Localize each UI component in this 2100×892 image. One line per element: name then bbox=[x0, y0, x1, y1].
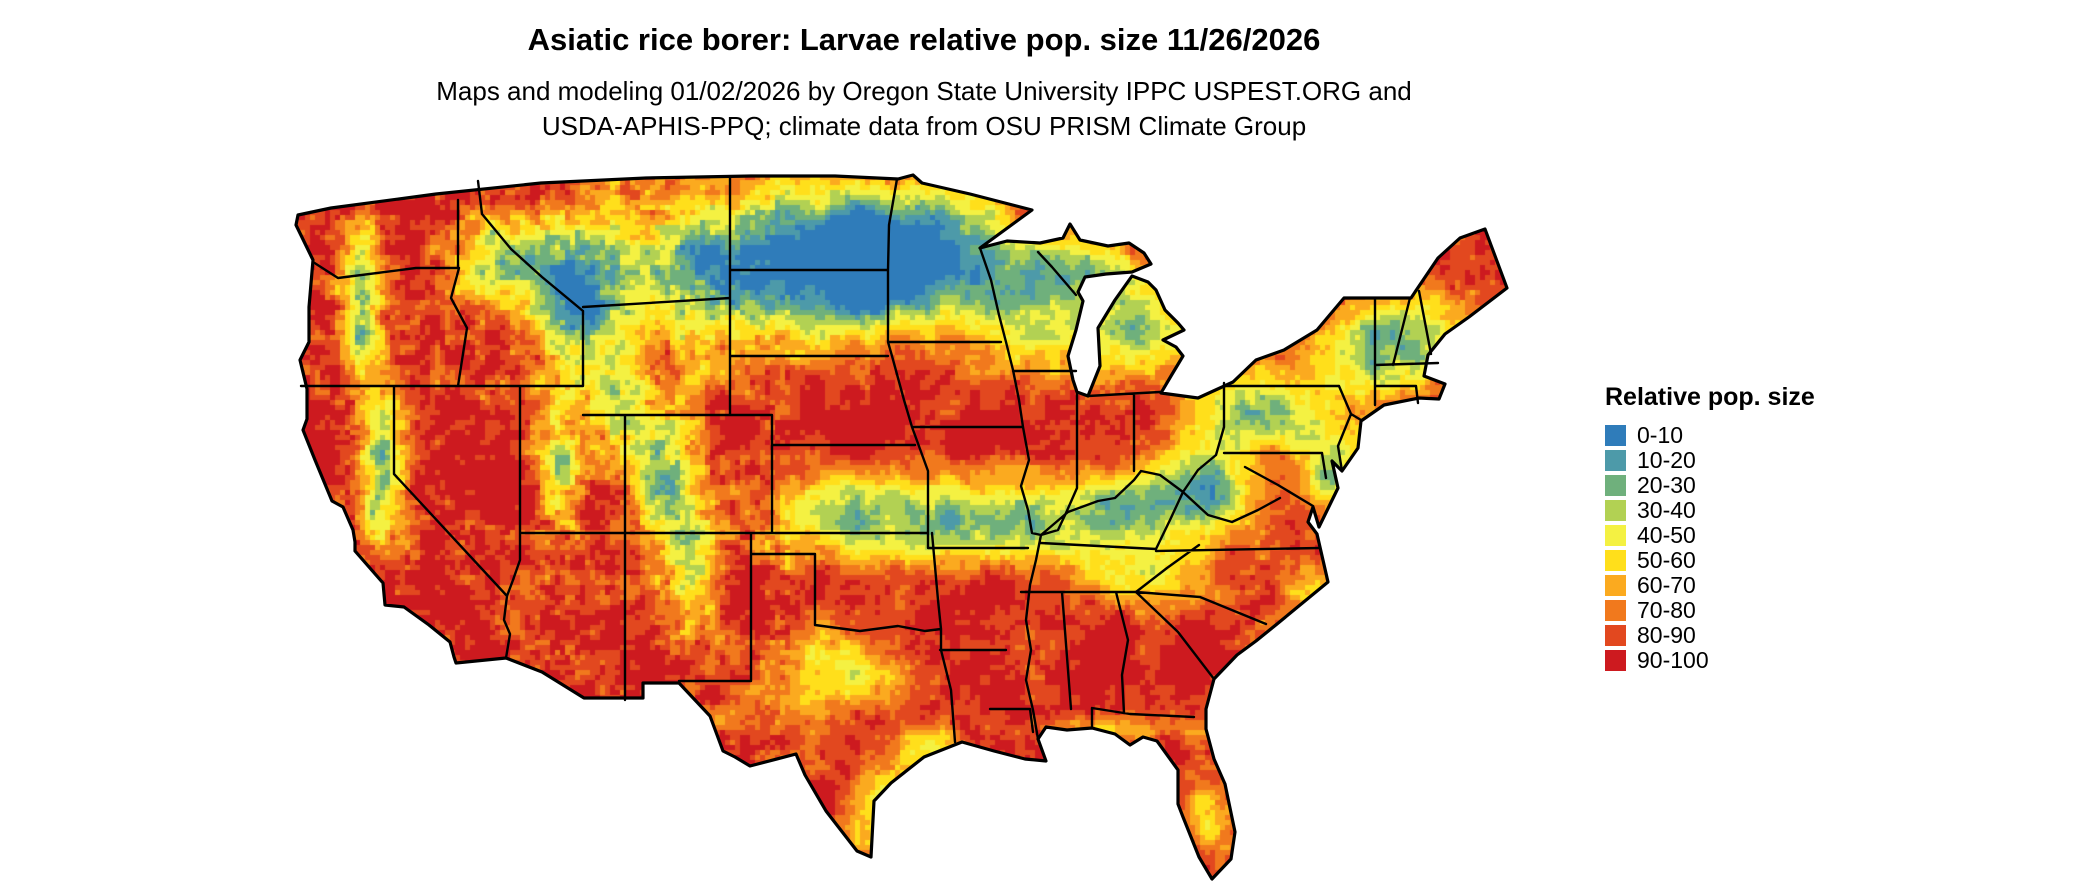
state-borders-path bbox=[299, 175, 1440, 744]
legend: Relative pop. size 0-10 10-20 20-30 30-40 40… bbox=[1605, 383, 1815, 673]
legend-item: 40-50 bbox=[1605, 522, 1815, 548]
map-overlay bbox=[294, 173, 1509, 881]
legend-swatch bbox=[1605, 650, 1626, 671]
legend-label: 10-20 bbox=[1637, 447, 1696, 473]
legend-swatch bbox=[1605, 450, 1626, 471]
legend-swatch bbox=[1605, 575, 1626, 596]
map-raster bbox=[270, 170, 1570, 890]
us-map bbox=[270, 170, 1570, 890]
us-outline-path bbox=[294, 173, 1509, 881]
legend-label: 40-50 bbox=[1637, 522, 1696, 548]
legend-swatch bbox=[1605, 500, 1626, 521]
legend-label: 0-10 bbox=[1637, 422, 1684, 448]
page-title: Asiatic rice borer: Larvae relative pop.… bbox=[527, 22, 1321, 57]
legend-swatch bbox=[1605, 525, 1626, 546]
legend-item: 80-90 bbox=[1605, 622, 1815, 648]
legend-label: 20-30 bbox=[1637, 472, 1696, 498]
legend-item: 10-20 bbox=[1605, 447, 1815, 473]
legend-item: 0-10 bbox=[1605, 422, 1815, 448]
header: Asiatic rice borer: Larvae relative pop.… bbox=[0, 22, 1848, 144]
legend-swatch bbox=[1605, 600, 1626, 621]
legend-label: 60-70 bbox=[1637, 572, 1696, 598]
legend-items: 0-10 10-20 20-30 30-40 40-50 50-60 60-70 70-80 8… bbox=[1605, 422, 1815, 673]
legend-label: 50-60 bbox=[1637, 547, 1696, 573]
legend-swatch bbox=[1605, 425, 1626, 446]
subtitle-line-2: USDA-APHIS-PPQ; climate data from OSU PR… bbox=[541, 111, 1307, 141]
subtitle-line-1: Maps and modeling 01/02/2026 by Oregon S… bbox=[436, 76, 1412, 106]
legend-item: 60-70 bbox=[1605, 572, 1815, 598]
legend-swatch bbox=[1605, 625, 1626, 646]
legend-title: Relative pop. size bbox=[1605, 383, 1815, 411]
legend-item: 30-40 bbox=[1605, 497, 1815, 523]
legend-item: 70-80 bbox=[1605, 597, 1815, 623]
legend-swatch bbox=[1605, 550, 1626, 571]
legend-item: 20-30 bbox=[1605, 472, 1815, 498]
legend-label: 90-100 bbox=[1637, 647, 1709, 673]
legend-item: 50-60 bbox=[1605, 547, 1815, 573]
legend-label: 70-80 bbox=[1637, 597, 1696, 623]
page-subtitle: Maps and modeling 01/02/2026 by Oregon S… bbox=[0, 74, 1848, 144]
legend-item: 90-100 bbox=[1605, 647, 1815, 673]
legend-swatch bbox=[1605, 475, 1626, 496]
legend-label: 80-90 bbox=[1637, 622, 1696, 648]
legend-label: 30-40 bbox=[1637, 497, 1696, 523]
